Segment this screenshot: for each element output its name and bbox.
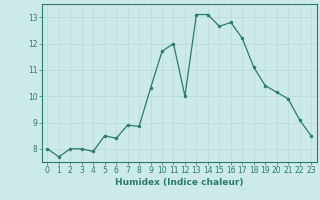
X-axis label: Humidex (Indice chaleur): Humidex (Indice chaleur) [115, 178, 244, 187]
